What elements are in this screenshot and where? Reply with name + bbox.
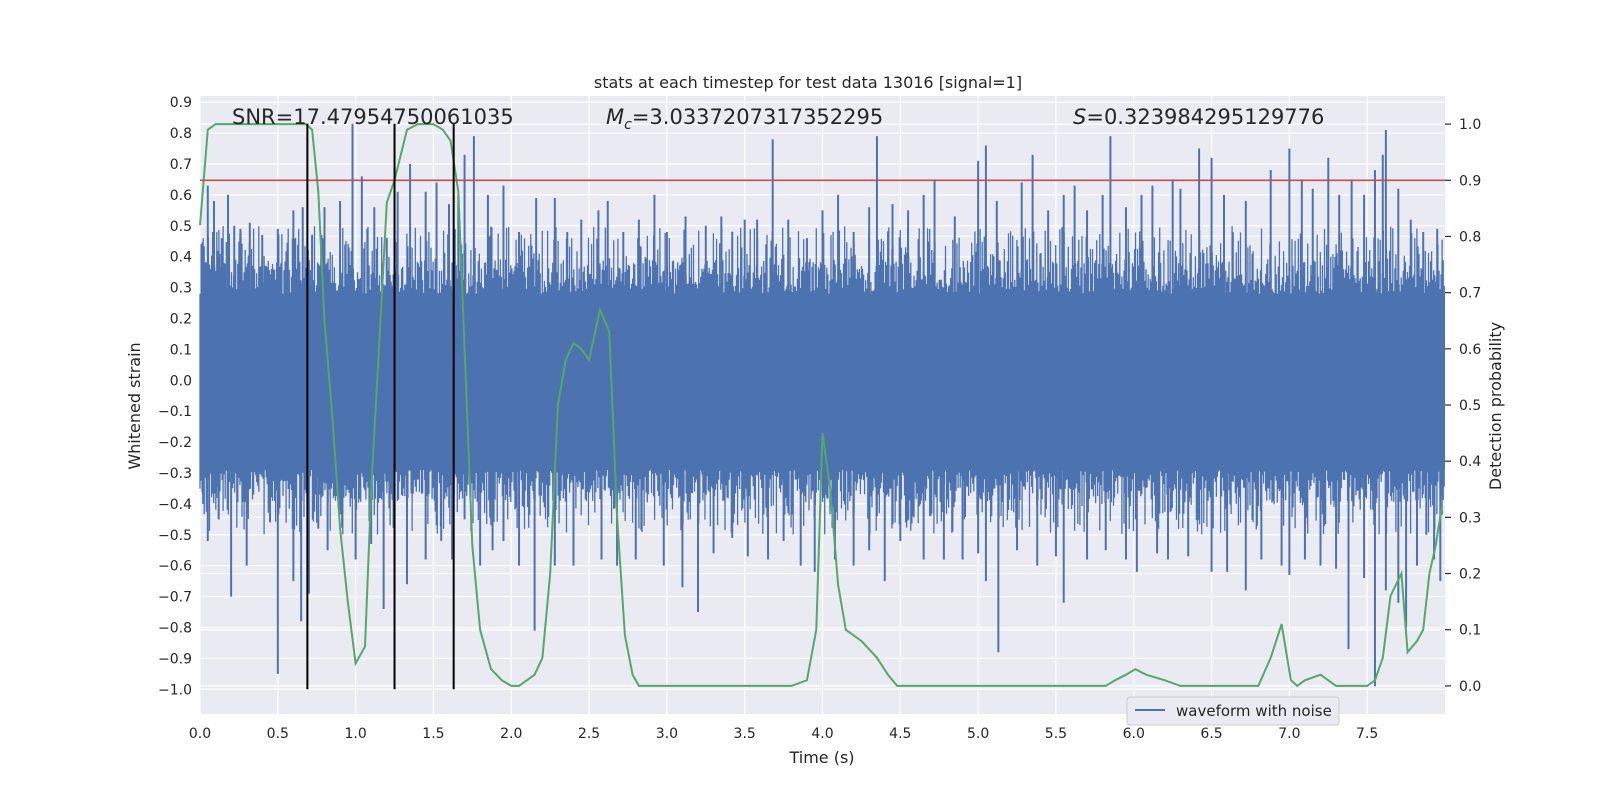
chirp-mass-annotation: Mc=3.0337207317352295: [606, 105, 883, 133]
y-tick-label: 0.3: [170, 281, 192, 297]
y-tick-label: −0.2: [158, 435, 192, 451]
y-tick-label: −0.6: [158, 559, 192, 575]
y2-tick-label: 0.1: [1459, 623, 1481, 639]
x-tick-label: 0.0: [189, 726, 211, 742]
y-tick-label: −0.5: [158, 528, 192, 544]
y-tick-label: −0.1: [158, 404, 192, 420]
s-value: =0.323984295129776: [1086, 105, 1324, 129]
y-tick-label: 0.8: [170, 126, 192, 142]
y2-tick-label: 1.0: [1459, 117, 1481, 133]
y-tick-label: −0.4: [158, 497, 192, 513]
y-tick-label: 0.4: [170, 250, 192, 266]
y-axis-label: Whitened strain: [125, 342, 144, 469]
x-tick-label: 5.0: [967, 726, 989, 742]
x-tick-label: 6.5: [1200, 726, 1222, 742]
x-tick-label: 2.0: [500, 726, 522, 742]
y-tick-label: −0.9: [158, 651, 192, 667]
y2-tick-label: 0.3: [1459, 510, 1481, 526]
x-tick-label: 4.0: [811, 726, 833, 742]
chirp-mass-subscript: c: [624, 117, 632, 133]
y-tick-label: −1.0: [158, 682, 192, 698]
y2-tick-label: 0.5: [1459, 398, 1481, 414]
x-tick-label: 1.5: [422, 726, 444, 742]
x-tick-label: 1.0: [344, 726, 366, 742]
y2-tick-label: 0.9: [1459, 173, 1481, 189]
y-axis-ticks: 0.9 0.8 0.7 0.6 0.5 0.4 0.3 0.2 0.1 0.0 −0.1 −0.2 −0…: [158, 95, 192, 698]
y-tick-label: −0.7: [158, 590, 192, 606]
s-annotation: S=0.323984295129776: [1073, 105, 1324, 129]
y2-axis-ticks: 1.0 0.9 0.8 0.7 0.6 0.5 0.4 0.3 0.2 0.1 0.0: [1445, 117, 1481, 695]
y2-tick-label: 0.0: [1459, 679, 1481, 695]
y2-tick-label: 0.8: [1459, 229, 1481, 245]
waveform-series: [199, 123, 1445, 687]
x-tick-label: 7.0: [1278, 726, 1300, 742]
y-tick-label: 0.9: [170, 95, 192, 111]
y2-tick-label: 0.4: [1459, 454, 1481, 470]
y2-tick-label: 0.6: [1459, 342, 1481, 358]
legend-label: waveform with noise: [1176, 702, 1332, 720]
y-tick-label: 0.0: [170, 373, 192, 389]
y2-tick-label: 0.2: [1459, 567, 1481, 583]
x-tick-label: 6.0: [1123, 726, 1145, 742]
chirp-mass-symbol: M: [606, 105, 624, 129]
y2-axis-label: Detection probability: [1486, 322, 1505, 490]
legend-box: [1126, 696, 1340, 726]
s-symbol: S: [1073, 105, 1086, 129]
legend: waveform with noise: [1126, 696, 1340, 726]
y2-tick-label: 0.7: [1459, 286, 1481, 302]
y-tick-label: 0.6: [170, 188, 192, 204]
y-tick-label: −0.3: [158, 466, 192, 482]
x-tick-label: 0.5: [267, 726, 289, 742]
snr-annotation: SNR=17.47954750061035: [232, 105, 514, 129]
y-tick-label: 0.2: [170, 311, 192, 327]
probability-line: [199, 123, 1443, 688]
y-tick-label: 0.5: [170, 219, 192, 235]
y-tick-label: 0.7: [170, 157, 192, 173]
y-tick-label: −0.8: [158, 620, 192, 636]
x-tick-label: 3.0: [656, 726, 678, 742]
event-markers: [306, 123, 455, 690]
probability-series: [199, 123, 1443, 688]
x-axis-label: Time (s): [788, 748, 854, 767]
chirp-mass-value: =3.0337207317352295: [632, 105, 883, 129]
x-tick-label: 3.5: [734, 726, 756, 742]
x-axis-ticks: 0.0 0.5 1.0 1.5 2.0 2.5 3.0 3.5 4.0 4.5 5.0 5.5 6.0 6…: [189, 726, 1378, 742]
x-tick-label: 7.5: [1356, 726, 1378, 742]
x-tick-label: 5.5: [1045, 726, 1067, 742]
x-tick-label: 4.5: [889, 726, 911, 742]
x-tick-label: 2.5: [578, 726, 600, 742]
chart-title: stats at each timestep for test data 130…: [594, 73, 1022, 92]
y-tick-label: 0.1: [170, 342, 192, 358]
